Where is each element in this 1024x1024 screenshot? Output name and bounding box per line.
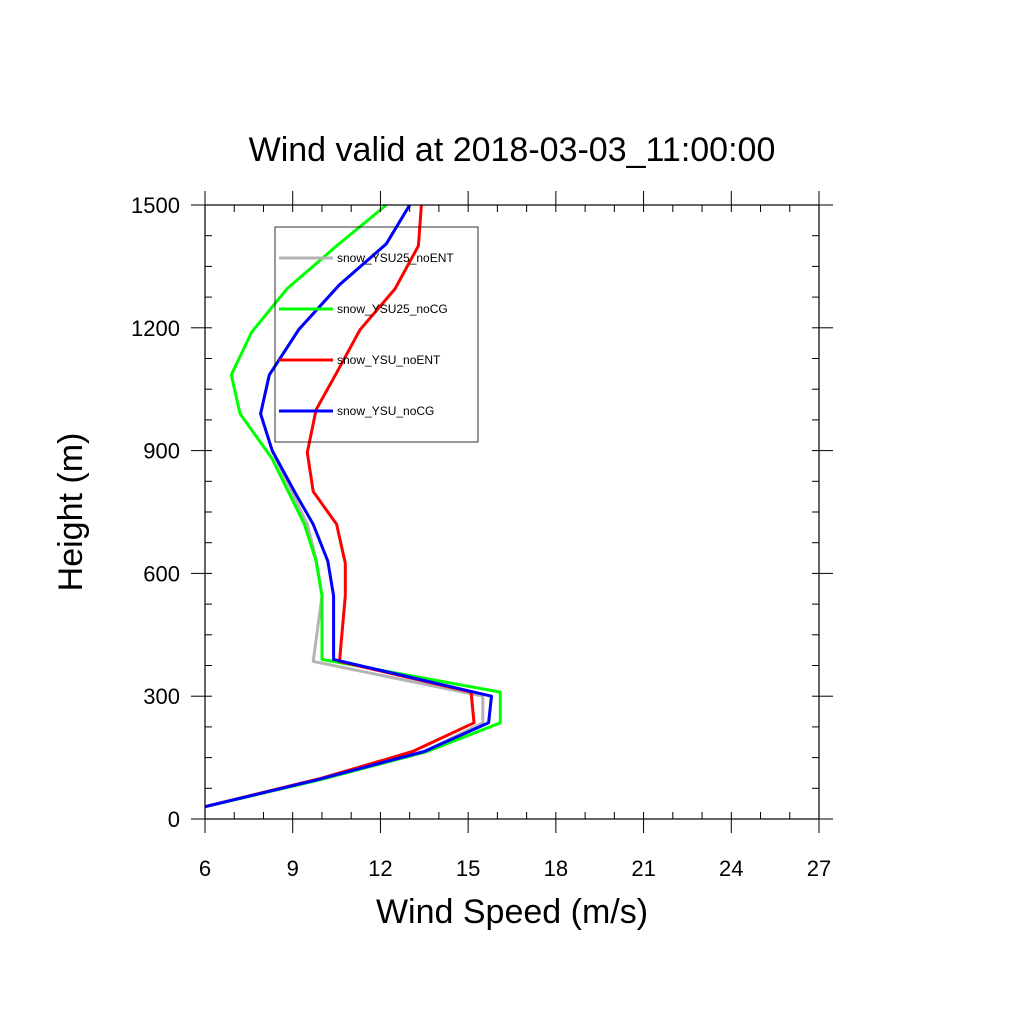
- series-line-1: [204, 203, 502, 809]
- x-tick-label: 21: [631, 856, 655, 881]
- legend-label-3: snow_YSU_noCG: [337, 404, 434, 418]
- x-tick-label: 27: [807, 856, 831, 881]
- chart-title: Wind valid at 2018-03-03_11:00:00: [249, 131, 776, 169]
- legend-label-2: snow_YSU_noENT: [337, 353, 441, 367]
- x-tick-label: 6: [199, 856, 211, 881]
- legend: snow_YSU25_noENT snow_YSU25_noCG snow_YSU_…: [274, 226, 479, 443]
- y-axis-label: Height (m): [52, 433, 90, 592]
- y-tick-label: 0: [168, 807, 180, 832]
- x-tick-label: 12: [368, 856, 392, 881]
- x-tick-label: 15: [456, 856, 480, 881]
- y-tick-label: 300: [143, 684, 180, 709]
- series-line-3: [204, 204, 493, 809]
- y-tick-label: 900: [143, 439, 180, 464]
- legend-label-0: snow_YSU25_noENT: [337, 251, 454, 265]
- axis-ticks: [191, 191, 833, 833]
- x-tick-label: 24: [719, 856, 743, 881]
- y-tick-label: 1200: [131, 316, 180, 341]
- y-tick-label: 1500: [131, 193, 180, 218]
- legend-items: snow_YSU25_noENT snow_YSU25_noCG snow_YSU_…: [279, 251, 454, 418]
- legend-label-1: snow_YSU25_noCG: [337, 302, 448, 316]
- x-axis-label: Wind Speed (m/s): [376, 893, 648, 931]
- series-lines: [204, 203, 502, 809]
- series-line-2: [204, 204, 476, 809]
- legend-box: [274, 226, 479, 443]
- axis-tick-labels: 6 9 12 15 18 21 24 27 0 300 600 900 1200 1500: [131, 193, 831, 881]
- x-tick-label: 9: [287, 856, 299, 881]
- y-tick-label: 600: [143, 561, 180, 586]
- x-tick-label: 18: [544, 856, 568, 881]
